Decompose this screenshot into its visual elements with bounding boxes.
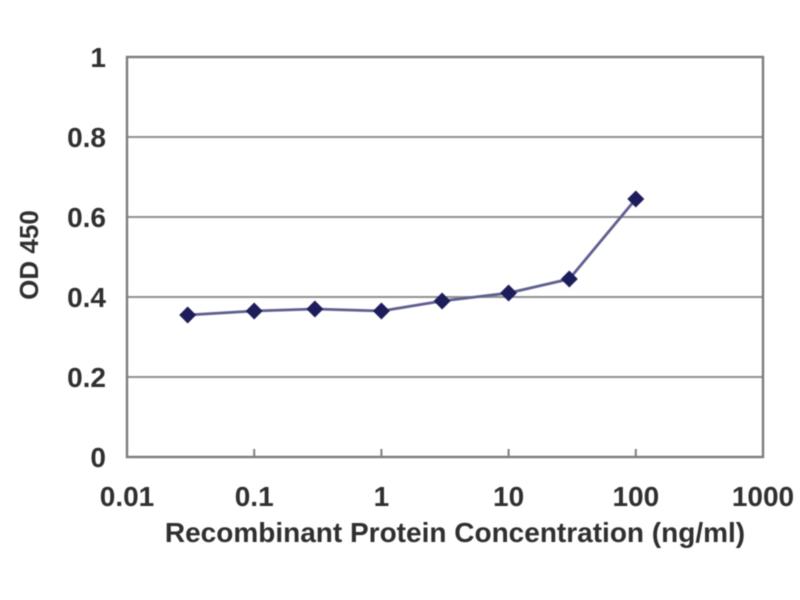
data-point-marker bbox=[306, 300, 324, 318]
data-point-marker bbox=[500, 284, 518, 302]
y-tick-label: 0 bbox=[90, 442, 106, 473]
data-point-marker bbox=[245, 302, 263, 320]
y-tick-label: 0.6 bbox=[67, 202, 106, 233]
y-tick-label: 0.8 bbox=[67, 122, 106, 153]
data-point-marker bbox=[627, 190, 645, 208]
x-tick-label: 0.01 bbox=[100, 481, 155, 512]
x-tick-label: 100 bbox=[612, 481, 659, 512]
x-tick-label: 1000 bbox=[732, 481, 794, 512]
x-tick-label: 1 bbox=[374, 481, 390, 512]
data-point-marker bbox=[433, 292, 451, 310]
data-point-marker bbox=[560, 270, 578, 288]
y-tick-label: 0.4 bbox=[67, 282, 106, 313]
y-tick-label: 1 bbox=[90, 42, 106, 73]
y-axis-title: OD 450 bbox=[14, 210, 44, 300]
x-tick-label: 0.1 bbox=[235, 481, 274, 512]
data-line bbox=[187, 198, 637, 317]
x-axis-title: Recombinant Protein Concentration (ng/ml… bbox=[164, 517, 746, 548]
y-tick-label: 0.2 bbox=[67, 362, 106, 393]
data-point-marker bbox=[372, 302, 390, 320]
x-tick-label: 10 bbox=[493, 481, 524, 512]
plot-border bbox=[125, 55, 765, 459]
data-point-marker bbox=[179, 306, 197, 324]
